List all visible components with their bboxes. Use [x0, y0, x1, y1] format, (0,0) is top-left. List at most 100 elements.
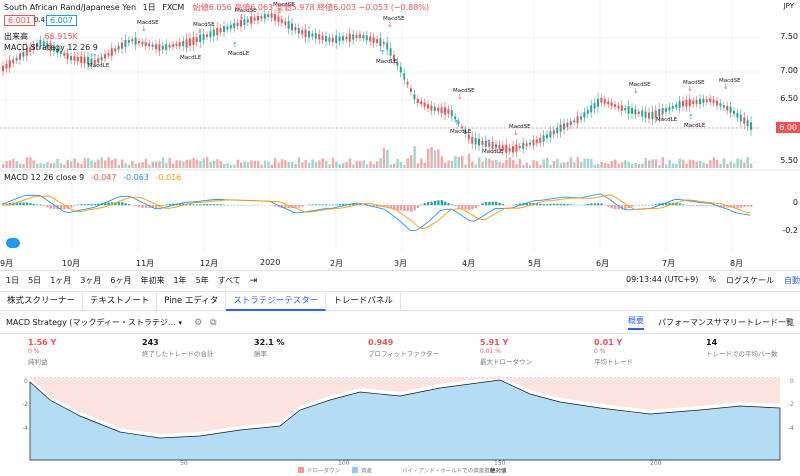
volume-bar: [654, 159, 658, 168]
candle-body: [141, 41, 144, 45]
volume-bar: [107, 157, 110, 168]
bid-price[interactable]: 6.001: [4, 15, 35, 26]
cloud-icon[interactable]: [6, 238, 20, 248]
volume-bar: [117, 164, 120, 168]
macd-histogram-bar: [627, 205, 630, 209]
volume-bar: [19, 163, 22, 168]
candle-body: [631, 108, 633, 114]
macd-histogram-bar: [63, 205, 66, 210]
range-all[interactable]: すべて: [217, 276, 241, 285]
chevron-down-icon[interactable]: ▾: [178, 318, 183, 327]
strategy-title[interactable]: MACD Strategy (マックディー・ストラテジ...: [6, 318, 176, 327]
bottom-panel-tabs: 株式スクリーナー テキストノート Pine エディタ ストラテジーテスター トレ…: [0, 291, 800, 311]
ask-price[interactable]: 6.007: [46, 15, 77, 26]
volume-bar: [250, 160, 253, 168]
goto-date-icon[interactable]: ⇥: [249, 275, 258, 286]
log-scale-toggle[interactable]: ログスケール: [726, 276, 774, 285]
strategy-header: MACD Strategy (マックディー・ストラテジ... ▾ ⚙ ⧉ 概要 …: [0, 312, 800, 334]
tab-trading-panel[interactable]: トレードパネル: [326, 291, 401, 311]
macd-histogram-bar: [29, 203, 32, 206]
volume-bar: [331, 157, 335, 168]
tab-strategy-tester[interactable]: ストラテジーテスター: [226, 291, 327, 311]
macd-histogram-bar: [318, 204, 321, 206]
candle-body: [253, 17, 256, 21]
volume-bar: [240, 162, 243, 168]
volume-bar: [216, 159, 219, 168]
range-6m[interactable]: 6ヶ月: [110, 276, 132, 285]
macd-histogram-bar: [46, 205, 49, 208]
volume-bar: [321, 158, 324, 168]
export-icon[interactable]: ⧉: [210, 317, 217, 328]
price-chart[interactable]: MacdSE ↓ MacdSE ↓ MacdSE ↓ MacdSE ↓ MacdSE ↓ MacdS…: [0, 0, 800, 268]
volume-bar: [508, 157, 511, 168]
macd-histogram-bar: [90, 204, 93, 206]
macd-histogram-bar: [8, 202, 12, 206]
macd-histogram-bar: [284, 205, 287, 208]
volume-bar: [651, 159, 654, 168]
volume-bar: [437, 149, 440, 168]
volume-bar: [127, 164, 131, 168]
stat-value: 243: [142, 338, 159, 347]
strategy-legend[interactable]: MACD Strategy 12 26 9: [4, 43, 98, 52]
sell-signal-label: MacdSE: [719, 78, 741, 84]
volume-bar: [427, 148, 430, 168]
macd-histogram-bar: [563, 203, 566, 206]
candle-body: [563, 123, 565, 130]
macd-histogram-bar: [277, 205, 280, 208]
volume-bar: [719, 163, 722, 168]
chart-canvas[interactable]: MacdSE↓ MacdSE↓MacdSE↓MacdSE↓MacdSE↓MacdS…: [0, 0, 800, 268]
candle-body: [546, 134, 548, 139]
range-1d[interactable]: 1日: [6, 276, 20, 285]
range-ytd[interactable]: 年初来: [140, 276, 165, 285]
macd-histogram-bar: [202, 204, 205, 206]
tab-stock-screener[interactable]: 株式スクリーナー: [0, 291, 84, 311]
auto-scale-toggle[interactable]: 自動: [784, 276, 800, 285]
candle-body: [274, 14, 276, 21]
tab-pine-editor[interactable]: Pine エディタ: [157, 291, 227, 311]
macd-histogram-bar: [325, 204, 328, 206]
volume-bar: [573, 162, 576, 168]
tab-performance-summary[interactable]: パフォーマンスサマリー: [658, 318, 746, 327]
candle-body: [53, 46, 55, 52]
symbol-legend: South African Rand/Japanese Yen 1日 FXCM …: [4, 2, 429, 13]
macd-histogram-bar: [121, 202, 124, 206]
range-5d[interactable]: 5日: [28, 276, 42, 285]
sell-arrow-icon: ↓: [513, 129, 519, 137]
candle-body: [593, 102, 596, 109]
volume-label: 出来高: [4, 32, 28, 41]
percent-toggle[interactable]: %: [708, 275, 716, 284]
macd-histogram-bar: [396, 205, 399, 211]
candle-body: [287, 21, 290, 29]
range-5y[interactable]: 5年: [195, 276, 209, 285]
range-1y[interactable]: 1年: [173, 276, 187, 285]
macd-histogram-bar: [76, 204, 80, 206]
macd-histogram-bar: [195, 204, 199, 206]
volume-bar: [705, 163, 709, 168]
volume-bar: [297, 157, 301, 168]
current-price-tag: 6.00: [776, 122, 800, 133]
time-axis-label: 6月: [596, 259, 610, 268]
tab-overview[interactable]: 概要: [628, 315, 644, 330]
time-axis-label: 2月: [330, 259, 344, 268]
price-axis-label: 7.00: [780, 66, 798, 75]
candle-body: [423, 102, 426, 107]
macd-histogram-bar: [631, 205, 634, 207]
buy-arrow-icon: ↑: [660, 107, 666, 115]
macd-histogram-bar: [491, 201, 494, 206]
tab-text-notes[interactable]: テキストノート: [83, 291, 158, 311]
volume-bar: [66, 159, 69, 168]
gear-icon[interactable]: ⚙: [194, 317, 203, 328]
sell-signal-label: MacdSE: [629, 82, 651, 88]
tab-trade-list[interactable]: トレード一覧: [746, 318, 794, 327]
range-1m[interactable]: 1ヶ月: [50, 276, 72, 285]
range-3m[interactable]: 3ヶ月: [80, 276, 102, 285]
equity-axis-label: 0: [24, 378, 28, 385]
equity-chart[interactable]: 0 -2 -4 0 -2 -4 50 100 150 200 ドローダウン 資産…: [0, 370, 800, 476]
volume-bar: [87, 158, 90, 168]
macd-histogram-bar: [403, 205, 406, 211]
absolute-value-toggle[interactable]: 絶対値: [490, 467, 507, 475]
volume-bar: [5, 160, 8, 168]
volume-bar: [277, 162, 280, 168]
volume-bar: [49, 163, 52, 168]
volume-bar: [515, 164, 518, 168]
